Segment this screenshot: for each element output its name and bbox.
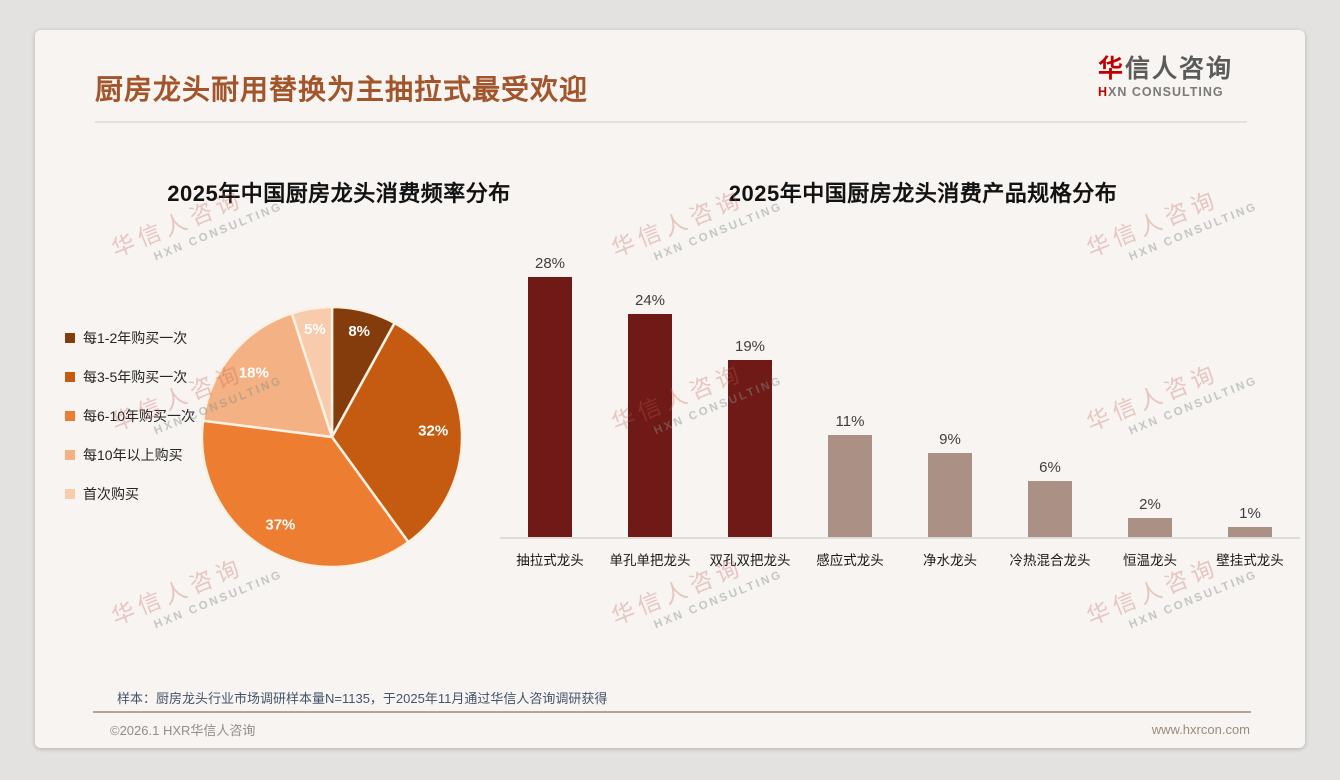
- logo-cn-first-char: 华: [1098, 55, 1126, 83]
- bar-column: 9%: [900, 431, 1000, 537]
- legend-label: 首次购买: [83, 485, 139, 502]
- bar-value-label: 1%: [1239, 505, 1261, 522]
- pie-slice-label: 18%: [239, 364, 269, 381]
- bar-chart-title: 2025年中国厨房龙头消费产品规格分布: [728, 181, 1118, 206]
- bar-category-label: 壁挂式龙头: [1216, 553, 1284, 568]
- pie-slice-label: 32%: [418, 423, 448, 440]
- legend-item: 每3-5年购买一次: [65, 357, 195, 396]
- pie-slice-4: [290, 305, 334, 438]
- bar-category-label: 单孔单把龙头: [609, 553, 691, 568]
- bar: [828, 435, 872, 537]
- website-url: www.hxrcon.com: [1151, 722, 1250, 737]
- footnote: 样本：厨房龙头行业市场调研样本量N=1135，于2025年11月通过华信人咨询调…: [117, 691, 608, 706]
- legend-swatch: [65, 410, 75, 421]
- bar-category-label: 冷热混合龙头: [1009, 553, 1091, 568]
- bar-value-label: 11%: [835, 413, 865, 430]
- footer-divider: [93, 711, 1251, 713]
- header-divider: [95, 121, 1247, 123]
- pie-slice-label: 37%: [265, 516, 295, 533]
- logo-en-rest: XN CONSULTING: [1108, 85, 1224, 99]
- pie-slice-label: 8%: [348, 323, 370, 340]
- bar: [528, 277, 572, 537]
- logo-en-text: HXN CONSULTING: [1098, 85, 1268, 99]
- pie-slice-1: [330, 321, 464, 544]
- legend-swatch: [65, 449, 75, 460]
- bar-column: 2%: [1100, 496, 1200, 537]
- bar: [728, 360, 772, 537]
- bar: [1228, 527, 1272, 537]
- logo-cn-text: 华信人咨询: [1098, 54, 1268, 84]
- bar-chart: 28% 24% 19% 11% 9% 6% 2% 1%: [500, 252, 1300, 539]
- bar-value-label: 28%: [534, 255, 566, 272]
- watermark-en-text: HXN CONSULTING: [1127, 568, 1260, 632]
- bar-value-label: 9%: [939, 431, 961, 448]
- page-title: 厨房龙头耐用替换为主抽拉式最受欢迎: [95, 74, 589, 105]
- bar: [1128, 518, 1172, 537]
- legend-swatch: [65, 371, 75, 382]
- bar: [628, 314, 672, 537]
- bar: [928, 453, 972, 537]
- bar-column: 28%: [500, 255, 600, 537]
- watermark-en-text: HXN CONSULTING: [152, 200, 285, 264]
- bar-category-label: 抽拉式龙头: [516, 553, 584, 568]
- watermark-en-text: HXN CONSULTING: [152, 568, 285, 632]
- bar-category-label: 感应式龙头: [816, 553, 884, 568]
- bar-value-label: 6%: [1039, 459, 1061, 476]
- footer-row: ©2026.1 HXR华信人咨询 www.hxrcon.com: [110, 720, 1250, 739]
- logo-en-first-char: H: [1098, 85, 1109, 99]
- legend-item: 每10年以上购买: [65, 435, 195, 474]
- legend-label: 每6-10年购买一次: [83, 407, 196, 424]
- bar-category-label: 恒温龙头: [1123, 553, 1177, 568]
- company-logo: 华信人咨询 HXN CONSULTING: [1098, 54, 1268, 99]
- bar-column: 6%: [1000, 459, 1100, 537]
- legend-item: 每6-10年购买一次: [65, 396, 195, 435]
- watermark-en-text: HXN CONSULTING: [652, 568, 785, 632]
- legend-item: 首次购买: [65, 474, 195, 513]
- logo-cn-rest: 信人咨询: [1125, 55, 1234, 83]
- bar-value-label: 2%: [1139, 496, 1161, 513]
- bar-category-label: 净水龙头: [923, 553, 977, 568]
- bar-value-label: 24%: [634, 292, 666, 309]
- legend-swatch: [65, 488, 75, 499]
- legend-label: 每1-2年购买一次: [83, 329, 188, 346]
- bar-column: 1%: [1200, 505, 1300, 537]
- pie-slice-label: 5%: [304, 321, 326, 338]
- bar-value-label: 19%: [734, 338, 766, 355]
- pie-slice-2: [200, 419, 411, 569]
- legend-label: 每10年以上购买: [83, 446, 183, 463]
- legend-item: 每1-2年购买一次: [65, 318, 195, 357]
- pie-legend: 每1-2年购买一次 每3-5年购买一次 每6-10年购买一次 每10年以上购买 首次购买: [65, 318, 195, 513]
- bar-column: 19%: [700, 338, 800, 537]
- bar-category-labels: 抽拉式龙头 单孔单把龙头 双孔双把龙头 感应式龙头 净水龙头 冷热混合龙头 恒温龙头 壁挂式龙…: [500, 549, 1300, 569]
- copyright-text: ©2026.1 HXR华信人咨询: [110, 723, 256, 738]
- pie-slice-3: [201, 311, 334, 439]
- pie-chart: 8% 32% 37% 18% 5%: [200, 305, 464, 569]
- legend-swatch: [65, 332, 75, 343]
- bar-column: 11%: [800, 413, 900, 537]
- slide-card: 厨房龙头耐用替换为主抽拉式最受欢迎 华信人咨询 HXN CONSULTING 2…: [35, 30, 1305, 748]
- bar-column: 24%: [600, 292, 700, 537]
- bar: [1028, 481, 1072, 537]
- bar-category-label: 双孔双把龙头: [709, 553, 791, 568]
- pie-chart-title: 2025年中国厨房龙头消费频率分布: [167, 181, 511, 206]
- legend-label: 每3-5年购买一次: [83, 368, 188, 385]
